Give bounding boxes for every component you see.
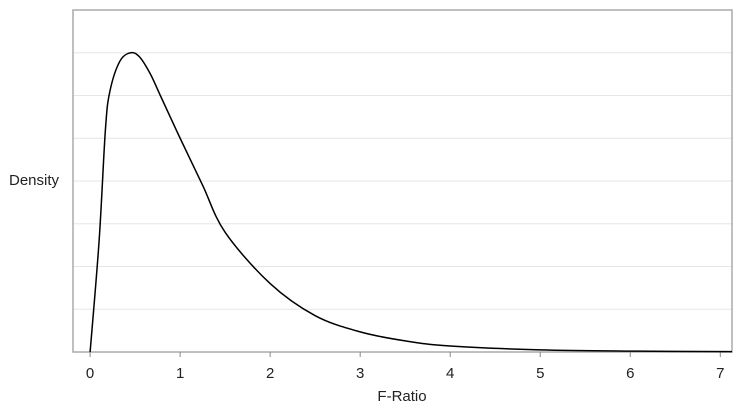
plot-frame [72,9,733,353]
x-tick-label: 3 [356,365,364,382]
x-tick-label: 5 [536,365,544,382]
x-axis-label: F-Ratio [377,388,426,405]
x-tick-label: 0 [86,365,94,382]
x-tick-label: 1 [176,365,184,382]
x-tick-label: 7 [716,365,724,382]
x-tick-label: 6 [626,365,634,382]
y-axis-label: Density [9,172,60,189]
x-tick-label: 4 [446,365,454,382]
density-curve [89,51,733,353]
x-tick-label: 2 [266,365,274,382]
